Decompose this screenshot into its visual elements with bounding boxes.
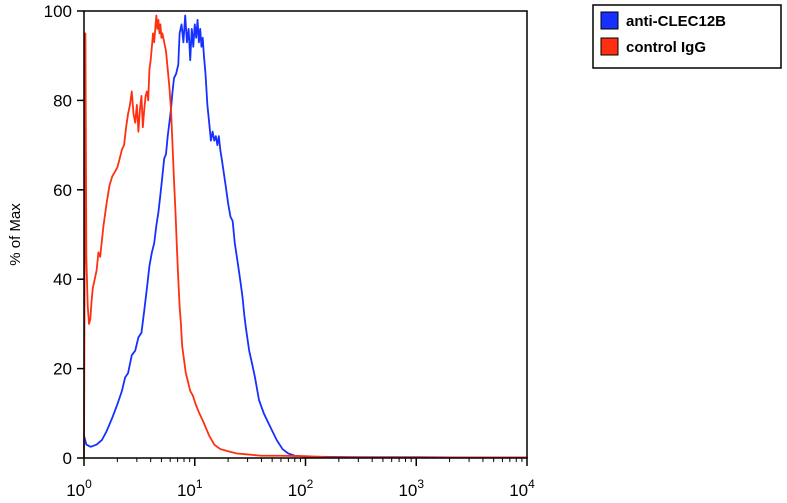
y-tick-label: 0	[63, 449, 72, 468]
y-tick-label: 40	[53, 270, 72, 289]
legend: anti-CLEC12B control IgG	[592, 4, 782, 69]
x-tick-label: 100	[66, 477, 92, 500]
series-line-anti-clec12b	[83, 14, 528, 459]
legend-swatch-anti-clec12b	[600, 11, 619, 30]
x-tick-label: 101	[177, 477, 203, 500]
legend-label-control-igg: control IgG	[626, 39, 706, 56]
x-tick-label: 103	[398, 477, 424, 500]
legend-label-anti-clec12b: anti-CLEC12B	[626, 13, 726, 30]
y-tick-label: 100	[44, 2, 72, 21]
legend-box	[592, 4, 782, 69]
plot-series	[83, 14, 528, 459]
x-tick-label: 104	[509, 477, 535, 500]
x-tick-label: 102	[288, 477, 314, 500]
y-axis-title: % of Max	[7, 203, 24, 266]
y-tick-label: 20	[53, 360, 72, 379]
legend-swatch-control-igg	[600, 37, 619, 56]
y-axis: 0 20 40 60 80 100	[44, 2, 84, 468]
plot-frame	[83, 10, 528, 459]
y-tick-label: 80	[53, 91, 72, 110]
series-line-control-igg	[83, 14, 528, 459]
y-tick-label: 60	[53, 181, 72, 200]
